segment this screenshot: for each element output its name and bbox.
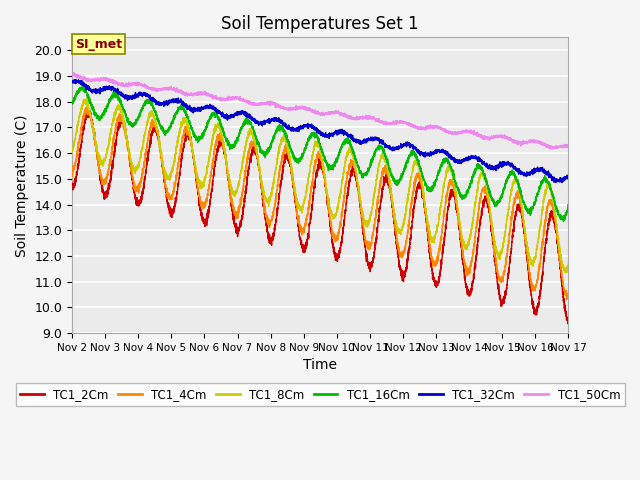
Title: Soil Temperatures Set 1: Soil Temperatures Set 1 xyxy=(221,15,419,33)
Y-axis label: Soil Temperature (C): Soil Temperature (C) xyxy=(15,114,29,256)
X-axis label: Time: Time xyxy=(303,359,337,372)
Legend: TC1_2Cm, TC1_4Cm, TC1_8Cm, TC1_16Cm, TC1_32Cm, TC1_50Cm: TC1_2Cm, TC1_4Cm, TC1_8Cm, TC1_16Cm, TC1… xyxy=(15,384,625,406)
Text: SI_met: SI_met xyxy=(75,37,122,50)
